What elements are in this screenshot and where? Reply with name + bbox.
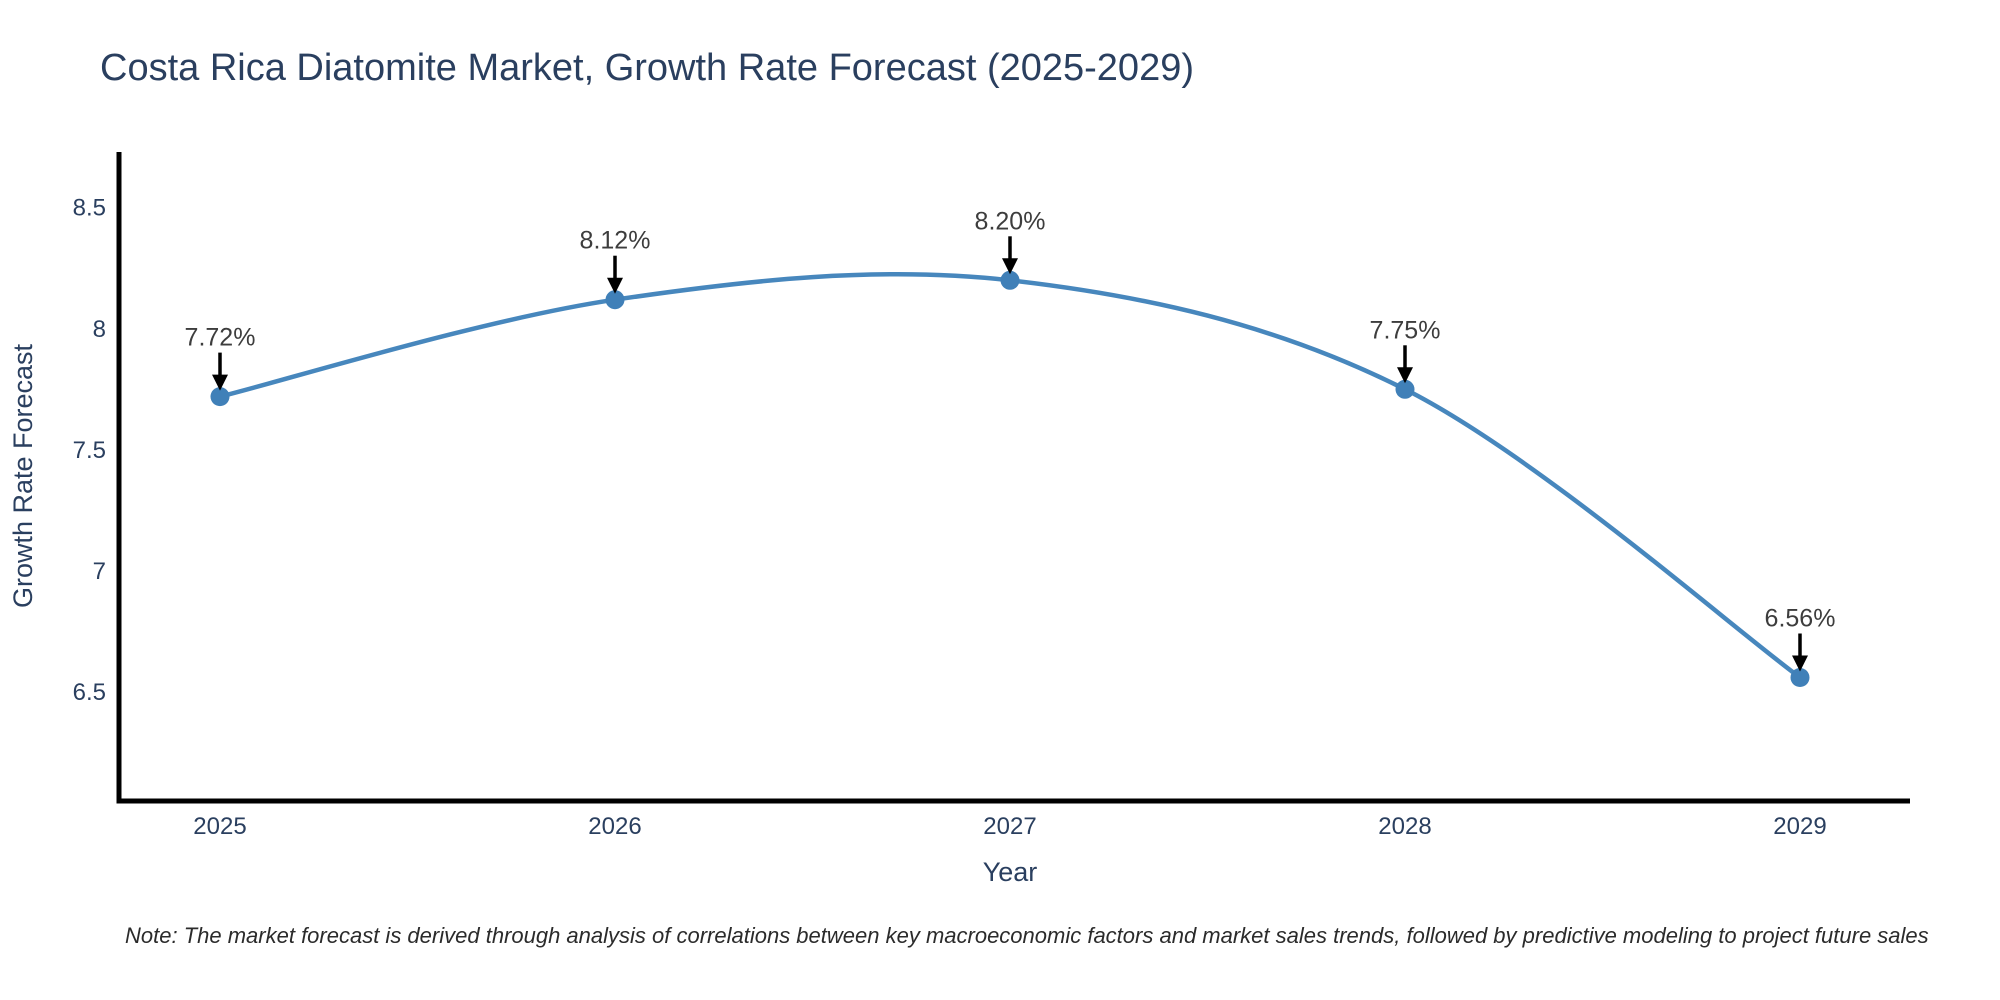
x-axis-tick-labels: 2025 2026 2027 2028 2029 (193, 813, 1826, 840)
point-annotations: 7.72% 8.12% 8.20% 7.75% 6.56% (185, 207, 1836, 672)
x-tick-label: 2025 (193, 813, 246, 840)
x-tick-label: 2026 (588, 813, 641, 840)
point-annotation-label: 7.75% (1370, 316, 1441, 344)
x-tick-label: 2029 (1773, 813, 1826, 840)
y-axis-title: Growth Rate Forecast (8, 343, 38, 608)
y-tick-label: 8 (93, 316, 106, 343)
y-tick-label: 8.5 (73, 195, 106, 222)
axis-lines (116, 152, 1910, 804)
data-point (1790, 668, 1810, 687)
annotation-arrowhead-icon (1792, 655, 1808, 672)
y-tick-label: 6.5 (73, 679, 106, 706)
x-tick-label: 2027 (983, 813, 1036, 840)
data-point (1395, 379, 1415, 399)
point-annotation-label: 8.12% (580, 227, 651, 255)
data-point (605, 290, 625, 310)
y-tick-label: 7.5 (73, 437, 106, 464)
x-tick-label: 2028 (1378, 813, 1431, 840)
point-annotation-label: 7.72% (185, 324, 256, 352)
annotation-arrowhead-icon (212, 374, 228, 391)
x-axis-title: Year (983, 857, 1038, 887)
y-tick-label: 7 (93, 558, 106, 585)
y-axis-tick-labels: 6.5 7 7.5 8 8.5 (73, 195, 106, 706)
point-annotation-label: 6.56% (1765, 605, 1836, 633)
data-point (210, 387, 230, 407)
series-line (217, 272, 1803, 680)
chart-title: Costa Rica Diatomite Market, Growth Rate… (100, 47, 1194, 89)
annotation-arrowhead-icon (607, 277, 623, 294)
annotation-arrowhead-icon (1002, 258, 1018, 275)
data-point (1000, 270, 1020, 290)
data-points (210, 270, 1810, 687)
annotation-arrowhead-icon (1397, 367, 1413, 384)
footnote: Note: The market forecast is derived thr… (125, 923, 1929, 948)
point-annotation-label: 8.20% (975, 207, 1046, 235)
